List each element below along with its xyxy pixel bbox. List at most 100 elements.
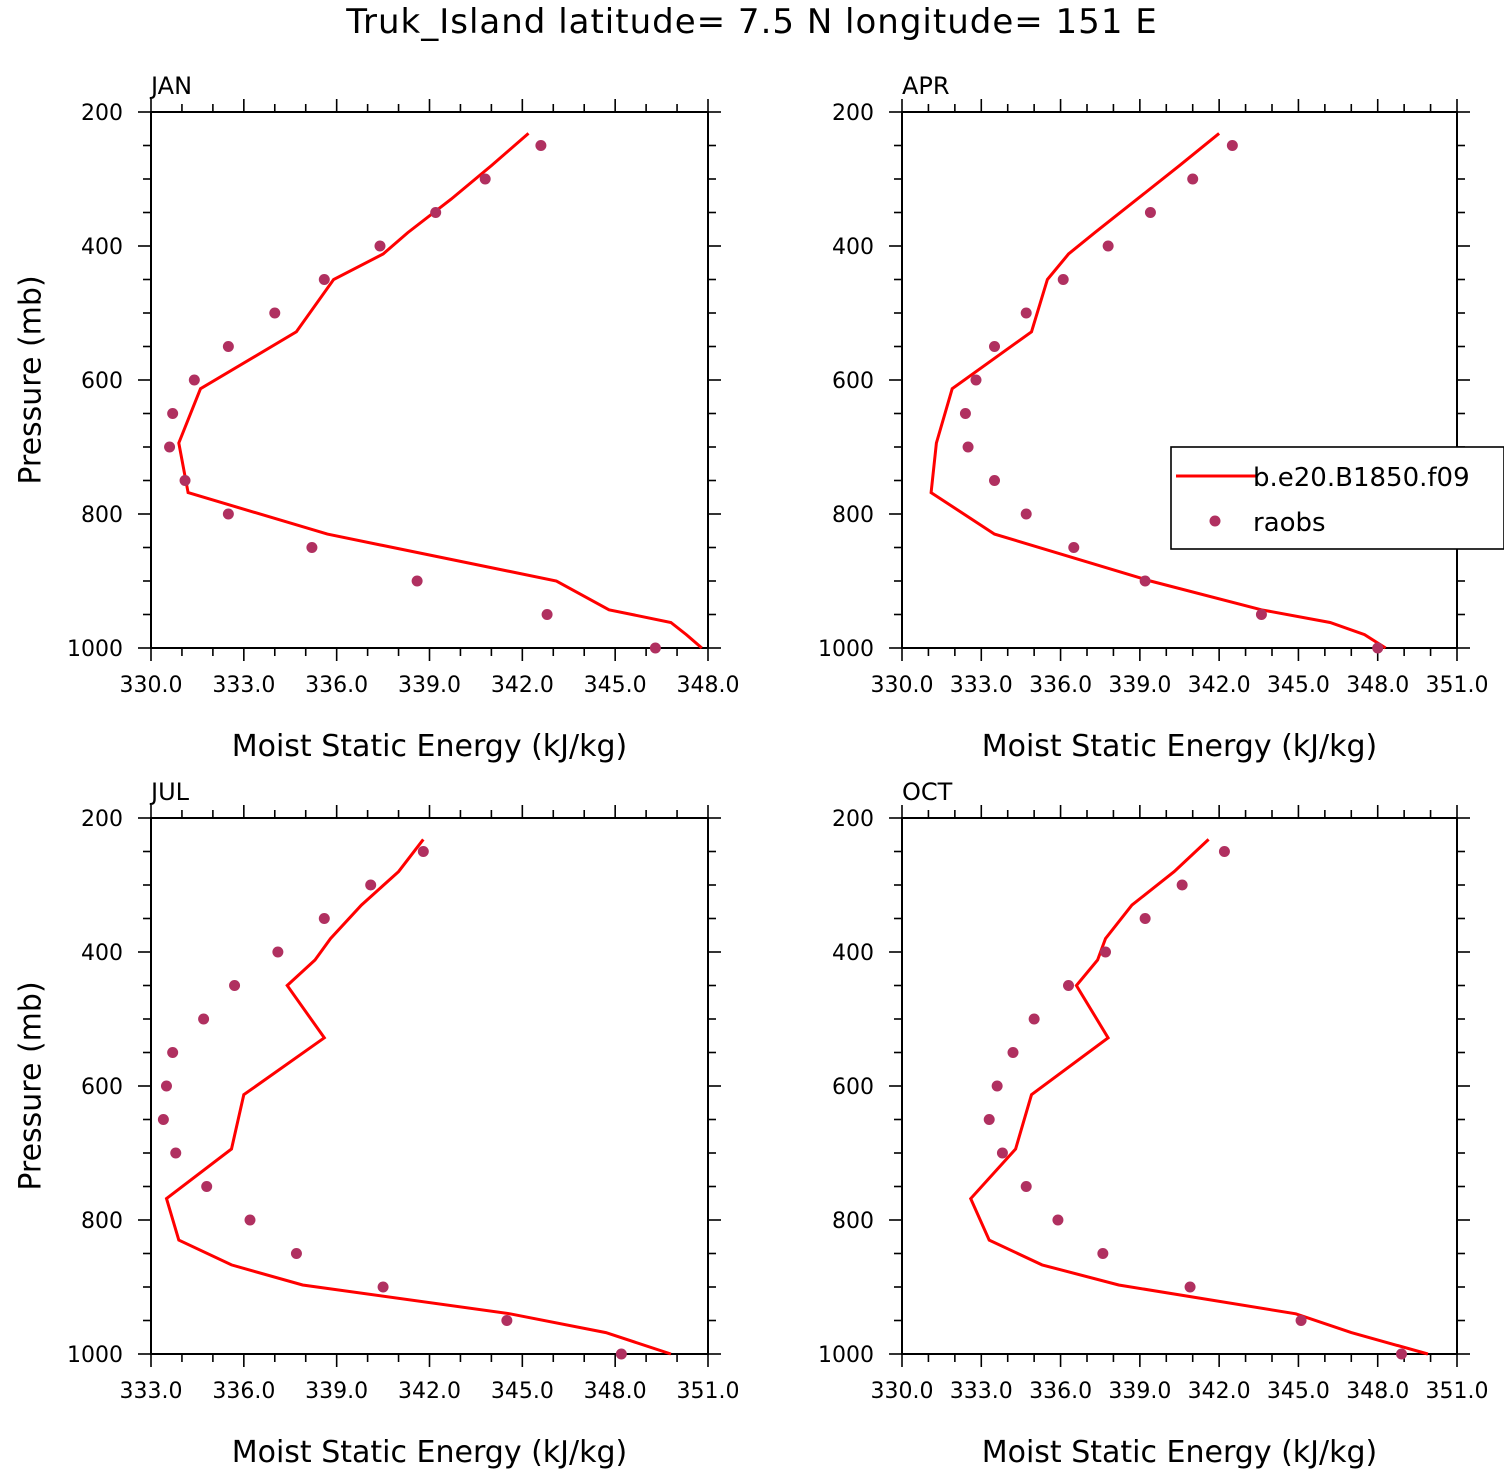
- plot-frame: [901, 111, 1458, 649]
- x-tick-label: 351.0: [1426, 1379, 1489, 1404]
- y-tick-label: 1000: [67, 637, 123, 662]
- series-line-model: [177, 132, 703, 650]
- y-tick-label: 200: [832, 101, 874, 126]
- x-tick-label: 339.0: [398, 673, 461, 698]
- data-point-raobs: [222, 508, 234, 520]
- data-point-raobs: [272, 946, 284, 958]
- x-tick-label: 348.0: [584, 1379, 647, 1404]
- data-point-raobs: [1144, 207, 1156, 218]
- x-tick-label: 330.0: [120, 673, 183, 698]
- x-tick-label: 342.0: [491, 673, 554, 698]
- data-point-raobs: [290, 1248, 302, 1259]
- x-tick-label: 345.0: [491, 1379, 554, 1404]
- x-tick-label: 348.0: [677, 673, 740, 698]
- data-point-raobs: [989, 341, 1000, 352]
- legend-marker-swatch: [1209, 515, 1221, 527]
- data-point-raobs: [1372, 642, 1384, 654]
- x-tick-label: 330.0: [871, 1379, 934, 1404]
- x-tick-label: 333.0: [950, 673, 1013, 698]
- legend: b.e20.B1850.f09 raobs: [1170, 446, 1504, 550]
- data-point-raobs: [318, 913, 330, 924]
- y-tick-label: 800: [832, 503, 874, 528]
- x-axis-title: Moist Static Energy (kJ/kg): [982, 729, 1378, 764]
- y-tick-label: 200: [81, 101, 123, 126]
- data-point-raobs: [535, 140, 547, 151]
- x-tick-label: 348.0: [1346, 673, 1409, 698]
- data-point-raobs: [1020, 508, 1032, 520]
- x-tick-label: 345.0: [1267, 1379, 1330, 1404]
- data-point-raobs: [1139, 913, 1151, 924]
- panel-oct: 200 400 600 800 1000 330.0 333.0 336.0 339.0 342.…: [818, 778, 1488, 1470]
- data-point-raobs: [1020, 307, 1032, 319]
- x-tick-label: 351.0: [677, 1379, 740, 1404]
- x-tick-label: 339.0: [305, 1379, 368, 1404]
- data-point-raobs: [167, 408, 179, 419]
- panel-label: APR: [902, 72, 950, 100]
- legend-box: [1170, 446, 1504, 550]
- x-tick-label: 348.0: [1346, 1379, 1409, 1404]
- x-tick-label: 333.0: [120, 1379, 183, 1404]
- data-point-raobs: [201, 1181, 213, 1192]
- data-point-raobs: [164, 441, 176, 453]
- data-point-raobs: [1218, 846, 1230, 857]
- plot-frame: [150, 111, 709, 649]
- y-tick-label: 600: [832, 1075, 874, 1100]
- data-point-raobs: [615, 1348, 627, 1360]
- y-tick-label: 800: [832, 1209, 874, 1234]
- series-line-model: [929, 132, 1387, 650]
- x-tick-label: 336.0: [305, 673, 368, 698]
- x-tick-label: 333.0: [212, 673, 275, 698]
- data-point-raobs: [179, 475, 191, 486]
- data-point-raobs: [365, 879, 377, 891]
- data-point-raobs: [541, 609, 553, 620]
- data-point-raobs: [996, 1147, 1008, 1159]
- panel-label: JAN: [149, 72, 192, 100]
- series-line-model: [164, 838, 672, 1356]
- y-tick-label: 200: [81, 807, 123, 832]
- x-tick-label: 345.0: [1267, 673, 1330, 698]
- data-point-raobs: [198, 1013, 210, 1025]
- data-point-raobs: [170, 1147, 182, 1159]
- data-point-raobs: [229, 980, 241, 991]
- y-tick-label: 1000: [67, 1343, 123, 1368]
- data-point-raobs: [188, 374, 200, 386]
- data-point-raobs: [1184, 1281, 1196, 1293]
- y-tick-label: 600: [81, 1075, 123, 1100]
- data-point-raobs: [222, 341, 234, 352]
- data-point-raobs: [430, 207, 442, 218]
- x-tick-label: 342.0: [398, 1379, 461, 1404]
- data-point-raobs: [318, 274, 330, 285]
- y-tick-label: 400: [81, 235, 123, 260]
- x-tick-label: 342.0: [1188, 673, 1251, 698]
- data-point-raobs: [167, 1047, 179, 1058]
- data-point-raobs: [1187, 173, 1199, 185]
- data-point-raobs: [1255, 609, 1267, 620]
- y-tick-label: 1000: [818, 637, 874, 662]
- data-point-raobs: [1396, 1348, 1407, 1360]
- x-tick-label: 330.0: [871, 673, 934, 698]
- y-axis-title: Pressure (mb): [14, 981, 49, 1190]
- data-point-raobs: [1100, 946, 1111, 958]
- x-tick-label: 342.0: [1188, 1379, 1251, 1404]
- data-point-raobs: [962, 441, 974, 453]
- data-point-raobs: [970, 374, 982, 386]
- data-point-raobs: [959, 408, 971, 419]
- data-point-raobs: [374, 240, 386, 252]
- x-tick-label: 333.0: [950, 1379, 1013, 1404]
- y-tick-label: 400: [81, 941, 123, 966]
- x-tick-label: 336.0: [1029, 1379, 1092, 1404]
- data-point-raobs: [983, 1114, 995, 1125]
- data-point-raobs: [1007, 1047, 1019, 1058]
- data-point-raobs: [1063, 980, 1074, 991]
- y-tick-label: 400: [832, 235, 874, 260]
- panel-apr: 200 400 600 800 1000 330.0 333.0 336.0 339.0 342.…: [818, 72, 1488, 764]
- panel-label: JUL: [149, 778, 190, 806]
- data-point-raobs: [649, 642, 661, 654]
- data-point-raobs: [1295, 1315, 1307, 1326]
- data-point-raobs: [1176, 879, 1188, 891]
- data-point-raobs: [1102, 240, 1114, 252]
- data-point-raobs: [991, 1080, 1003, 1092]
- data-point-raobs: [1097, 1248, 1109, 1259]
- data-point-raobs: [1057, 274, 1069, 285]
